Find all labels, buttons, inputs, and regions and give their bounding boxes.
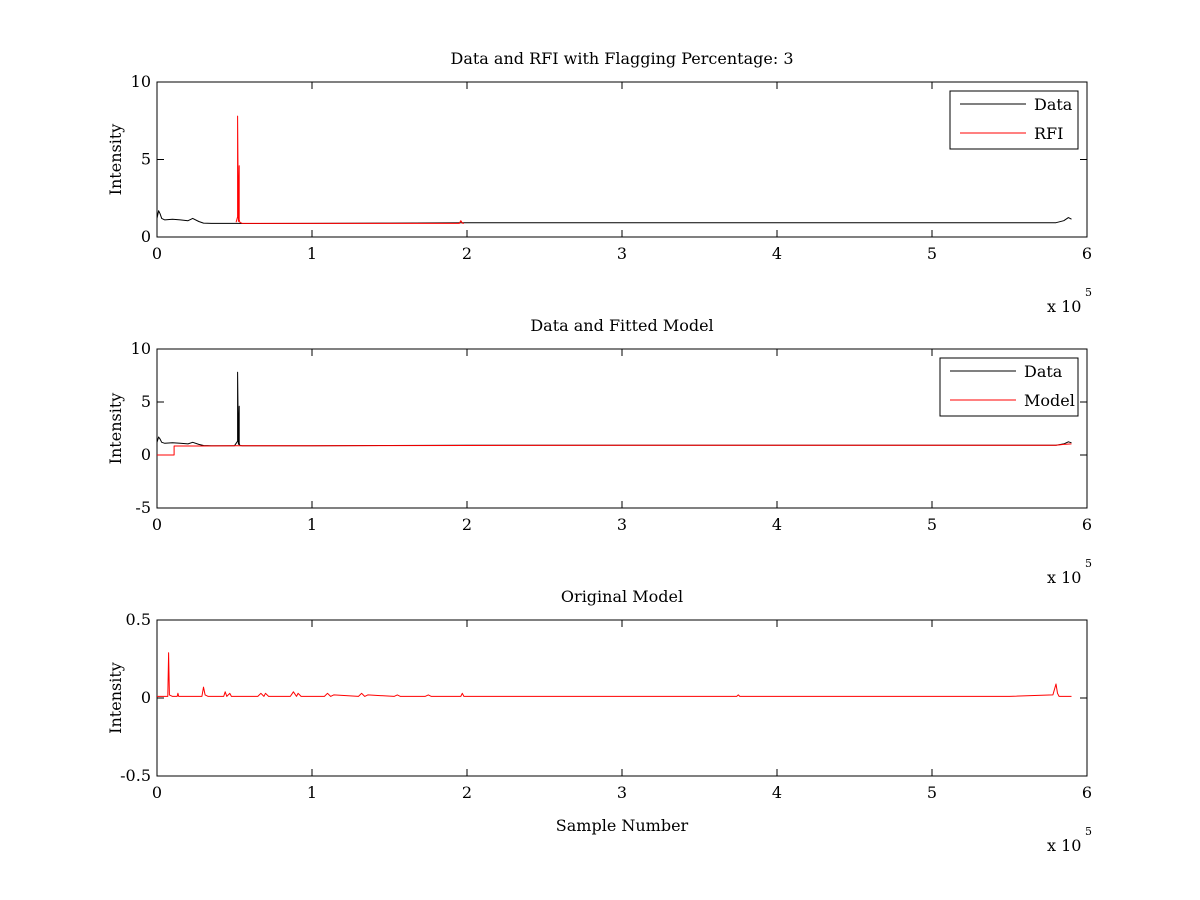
y-tick-label: 5 — [141, 392, 151, 411]
axes-box — [156, 81, 1088, 238]
y-axis-label: Intensity — [106, 124, 125, 196]
x-tick-label: 6 — [1082, 244, 1092, 263]
x-tick-label: 2 — [462, 244, 472, 263]
legend: Data RFI — [949, 90, 1079, 150]
legend-label: Data — [1034, 95, 1073, 114]
x-tick-label: 5 — [927, 515, 937, 534]
y-tick-label: -0.5 — [120, 766, 151, 785]
series-line-model — [157, 652, 1072, 697]
x-multiplier-exponent: 5 — [1085, 557, 1092, 570]
x-multiplier: x 10 — [1047, 568, 1081, 587]
y-tick-label: 0 — [141, 445, 151, 464]
x-tick-label: 1 — [307, 783, 317, 802]
x-tick-label: 5 — [927, 783, 937, 802]
y-tick-label: -5 — [135, 498, 151, 517]
panel-1: 0 1 2 3 4 5 6 0 5 10 Data and RFI with Flagging Pe… — [106, 49, 1092, 316]
series-group — [157, 652, 1072, 697]
x-tick-label: 0 — [152, 515, 162, 534]
axes-box — [156, 619, 1088, 777]
x-tick-label: 2 — [462, 783, 472, 802]
x-tick-label: 3 — [617, 244, 627, 263]
x-tick-label: 1 — [307, 515, 317, 534]
x-tick-label: 4 — [772, 783, 782, 802]
y-tick-label: 5 — [141, 150, 151, 169]
legend-label: Data — [1024, 362, 1063, 381]
x-tick-label: 4 — [772, 515, 782, 534]
chart-title: Data and RFI with Flagging Percentage: 3 — [450, 49, 793, 68]
chart-title: Data and Fitted Model — [530, 316, 713, 335]
x-tick-label: 0 — [152, 783, 162, 802]
series-line-data — [157, 210, 1072, 224]
series-group — [157, 371, 1072, 456]
x-multiplier: x 10 — [1047, 836, 1081, 855]
x-tick-label: 2 — [462, 515, 472, 534]
series-line-rfi — [235, 115, 464, 224]
series-group — [157, 115, 1072, 224]
x-tick-label: 6 — [1082, 515, 1092, 534]
series-line-data — [157, 371, 1072, 447]
y-axis-label: Intensity — [106, 662, 125, 734]
x-tick-label: 3 — [617, 515, 627, 534]
series-line-model — [157, 443, 1072, 456]
y-tick-label: 10 — [131, 72, 151, 91]
x-tick-label: 4 — [772, 244, 782, 263]
y-tick-label: 0 — [141, 227, 151, 246]
y-tick-label: 0 — [141, 688, 151, 707]
x-tick-label: 5 — [927, 244, 937, 263]
y-tick-label: 10 — [131, 339, 151, 358]
x-tick-label: 3 — [617, 783, 627, 802]
y-axis-label: Intensity — [106, 393, 125, 465]
y-tick-label: 0.5 — [126, 610, 151, 629]
legend-box — [939, 357, 1079, 417]
legend-label: RFI — [1034, 124, 1063, 143]
x-multiplier: x 10 — [1047, 297, 1081, 316]
x-tick-label: 1 — [307, 244, 317, 263]
chart-title: Original Model — [561, 587, 683, 606]
x-multiplier-exponent: 5 — [1085, 825, 1092, 838]
x-tick-label: 0 — [152, 244, 162, 263]
x-axis-label: Sample Number — [556, 816, 689, 835]
legend-box — [949, 90, 1079, 150]
legend-label: Model — [1024, 391, 1075, 410]
legend: Data Model — [939, 357, 1079, 417]
x-tick-label: 6 — [1082, 783, 1092, 802]
x-multiplier-exponent: 5 — [1085, 286, 1092, 299]
